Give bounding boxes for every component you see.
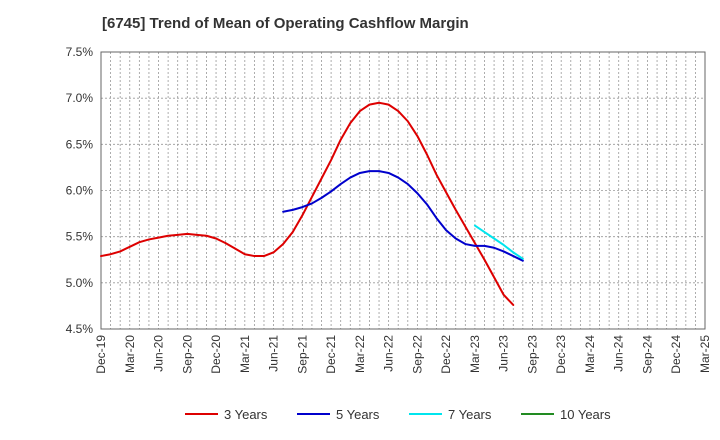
series-line-3-years: [100, 101, 515, 306]
y-axis: 4.5% 5.0% 5.5% 6.0% 6.5% 7.0% 7.5%: [66, 45, 94, 336]
x-tick-label: Jun-20: [152, 335, 166, 372]
series-line-7-years: [473, 224, 524, 260]
legend: 3 Years 5 Years 7 Years 10 Years: [185, 407, 611, 422]
x-tick-label: Jun-22: [382, 335, 396, 372]
y-tick-label: 4.5%: [66, 322, 94, 336]
x-tick-label: Jun-23: [497, 335, 511, 372]
plot-area: [100, 51, 706, 330]
y-tick-label: 7.5%: [66, 45, 94, 59]
x-tick-label: Mar-22: [353, 335, 367, 373]
x-tick-label: Sep-23: [525, 335, 539, 374]
chart-title: [6745] Trend of Mean of Operating Cashfl…: [102, 15, 469, 32]
y-tick-label: 6.0%: [66, 184, 94, 198]
x-tick-label: Mar-24: [583, 335, 597, 373]
x-tick-label: Jun-21: [267, 335, 281, 372]
x-tick-label: Mar-25: [698, 335, 712, 373]
x-tick-label: Mar-20: [123, 335, 137, 373]
y-tick-label: 7.0%: [66, 91, 94, 105]
x-tick-label: Dec-23: [554, 335, 568, 374]
x-tick-label: Dec-19: [94, 335, 108, 374]
grid-lines: [101, 52, 705, 329]
x-tick-label: Mar-23: [468, 335, 482, 373]
legend-label: 10 Years: [560, 407, 611, 422]
legend-label: 5 Years: [336, 407, 380, 422]
x-tick-label: Dec-20: [209, 335, 223, 374]
x-tick-label: Jun-24: [612, 335, 626, 372]
x-tick-label: Sep-24: [640, 335, 654, 374]
x-tick-label: Dec-21: [324, 335, 338, 374]
y-tick-label: 5.5%: [66, 230, 94, 244]
x-axis: Dec-19 Mar-20 Jun-20 Sep-20 Dec-20 Mar-21 Jun-…: [94, 335, 712, 374]
legend-label: 3 Years: [224, 407, 268, 422]
series-lines: [100, 101, 524, 306]
x-tick-label: Dec-24: [669, 335, 683, 374]
x-tick-label: Sep-20: [180, 335, 194, 374]
x-tick-label: Sep-21: [295, 335, 309, 374]
y-tick-label: 5.0%: [66, 276, 94, 290]
legend-label: 7 Years: [448, 407, 492, 422]
x-tick-label: Sep-22: [410, 335, 424, 374]
y-tick-label: 6.5%: [66, 137, 94, 151]
series-line-5-years: [282, 170, 524, 262]
x-tick-label: Dec-22: [439, 335, 453, 374]
x-tick-label: Mar-21: [238, 335, 252, 373]
